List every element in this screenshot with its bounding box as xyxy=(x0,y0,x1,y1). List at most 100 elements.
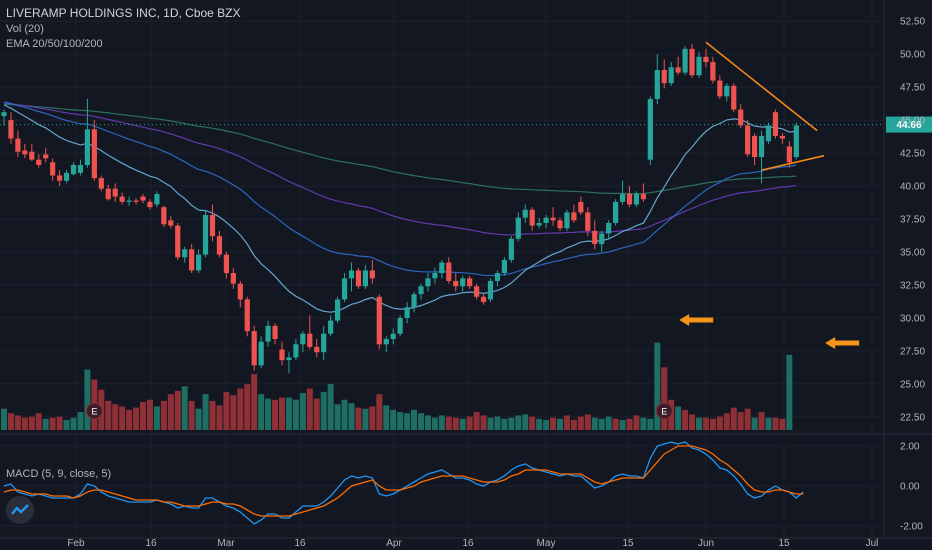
candle-body xyxy=(230,273,236,284)
time-axis-label: Jul xyxy=(866,538,879,549)
volume-bar xyxy=(584,414,591,430)
volume-bar xyxy=(543,419,550,430)
time-axis-label: Mar xyxy=(217,538,235,549)
ema-lines xyxy=(3,101,797,313)
candle-body xyxy=(571,212,577,221)
volume-bar xyxy=(230,395,237,430)
candle-body xyxy=(696,56,702,76)
candle-body xyxy=(91,129,97,179)
macd-indicator-label[interactable]: MACD (5, 9, close, 5) xyxy=(6,468,112,480)
volume-bar xyxy=(70,417,77,430)
volume-bar xyxy=(702,417,709,430)
ema-200-line xyxy=(3,103,797,195)
volume-bar xyxy=(42,418,49,430)
candle-body xyxy=(314,346,320,353)
candle-body xyxy=(467,278,473,287)
volume-bar xyxy=(487,417,494,430)
volume-bar xyxy=(216,405,223,430)
candle-body xyxy=(682,48,688,73)
candle-body xyxy=(50,162,56,176)
candle-body xyxy=(557,220,563,229)
volume-spike-arrow xyxy=(825,337,836,349)
candle-body xyxy=(70,164,77,175)
volume-bar xyxy=(570,419,577,430)
volume-bar xyxy=(119,406,126,430)
ema-20-line xyxy=(3,104,797,313)
volume-bar xyxy=(160,400,167,430)
volume-bar xyxy=(633,415,640,430)
price-axis-label: 40.00 xyxy=(900,182,925,193)
price-axis-label: 37.50 xyxy=(900,215,925,226)
volume-bar xyxy=(35,413,42,430)
volume-bar xyxy=(598,418,605,430)
candle-body xyxy=(355,270,362,287)
candle-body xyxy=(216,236,223,255)
upper-trendline xyxy=(705,41,818,132)
volume-bar xyxy=(626,418,633,430)
candle-body xyxy=(293,344,299,358)
candle-body xyxy=(619,193,626,202)
volume-bar xyxy=(49,417,56,430)
candle-body xyxy=(474,286,480,297)
candle-body xyxy=(390,333,396,340)
macd-pane xyxy=(0,441,884,527)
candle-body xyxy=(335,299,341,321)
volume-bar xyxy=(292,399,299,430)
time-axis-label: Jun xyxy=(698,538,714,549)
volume-indicator-label[interactable]: Vol (20) xyxy=(6,23,44,35)
candle-body xyxy=(717,80,723,97)
time-axis-label: May xyxy=(537,538,556,549)
volume-bar xyxy=(21,417,28,430)
ema-indicator-label[interactable]: EMA 20/50/100/200 xyxy=(6,38,103,50)
candle-body xyxy=(147,201,153,208)
signal-line xyxy=(3,445,804,517)
candle-body xyxy=(522,209,528,218)
candle-body xyxy=(703,56,709,63)
volume-bar xyxy=(647,418,654,430)
candle-body xyxy=(543,217,549,223)
volume-bar xyxy=(744,408,751,430)
volume-bar xyxy=(452,417,459,430)
volume-bar xyxy=(153,406,160,430)
volume-bar xyxy=(279,397,285,430)
volume-bar xyxy=(550,417,557,430)
volume-bar xyxy=(619,419,626,430)
candle-body xyxy=(640,193,646,200)
volume-bar xyxy=(355,407,362,430)
candle-body xyxy=(738,109,744,126)
candle-body xyxy=(536,222,542,226)
candle-body xyxy=(480,296,487,303)
candle-body xyxy=(529,209,535,226)
volume-bar xyxy=(605,416,612,430)
volume-bar xyxy=(640,417,647,430)
earnings-marker-label: E xyxy=(661,407,667,417)
candle-body xyxy=(418,286,424,295)
price-axis-label: 47.50 xyxy=(900,83,925,94)
volume-bar xyxy=(376,394,383,430)
time-axis-label: 16 xyxy=(462,538,474,549)
candle-body xyxy=(647,98,653,160)
candle-body xyxy=(341,278,348,300)
volume-bar xyxy=(654,342,661,430)
chart-title[interactable]: LIVERAMP HOLDINGS INC, 1D, Cboe BZX xyxy=(6,6,241,20)
volume-bar xyxy=(348,403,355,430)
candle-body xyxy=(585,212,591,231)
volume-bar xyxy=(772,417,779,430)
candle-body xyxy=(710,62,716,81)
candle-body xyxy=(84,129,90,165)
candle-body xyxy=(119,196,125,202)
volume-bar xyxy=(438,415,445,430)
candle-body xyxy=(411,294,417,308)
candle-body xyxy=(425,278,431,287)
candle-body xyxy=(460,278,466,287)
volume-bar xyxy=(223,391,230,430)
ema-100-line xyxy=(3,102,797,236)
volume-bar xyxy=(445,416,452,430)
volume-bar xyxy=(404,413,411,430)
candle-body xyxy=(43,154,49,159)
price-axis-label: 45.00 xyxy=(900,116,925,127)
candle-body xyxy=(439,262,445,274)
macd-axis-label: 0.00 xyxy=(900,482,920,493)
tradingview-logo-icon[interactable] xyxy=(6,496,34,524)
